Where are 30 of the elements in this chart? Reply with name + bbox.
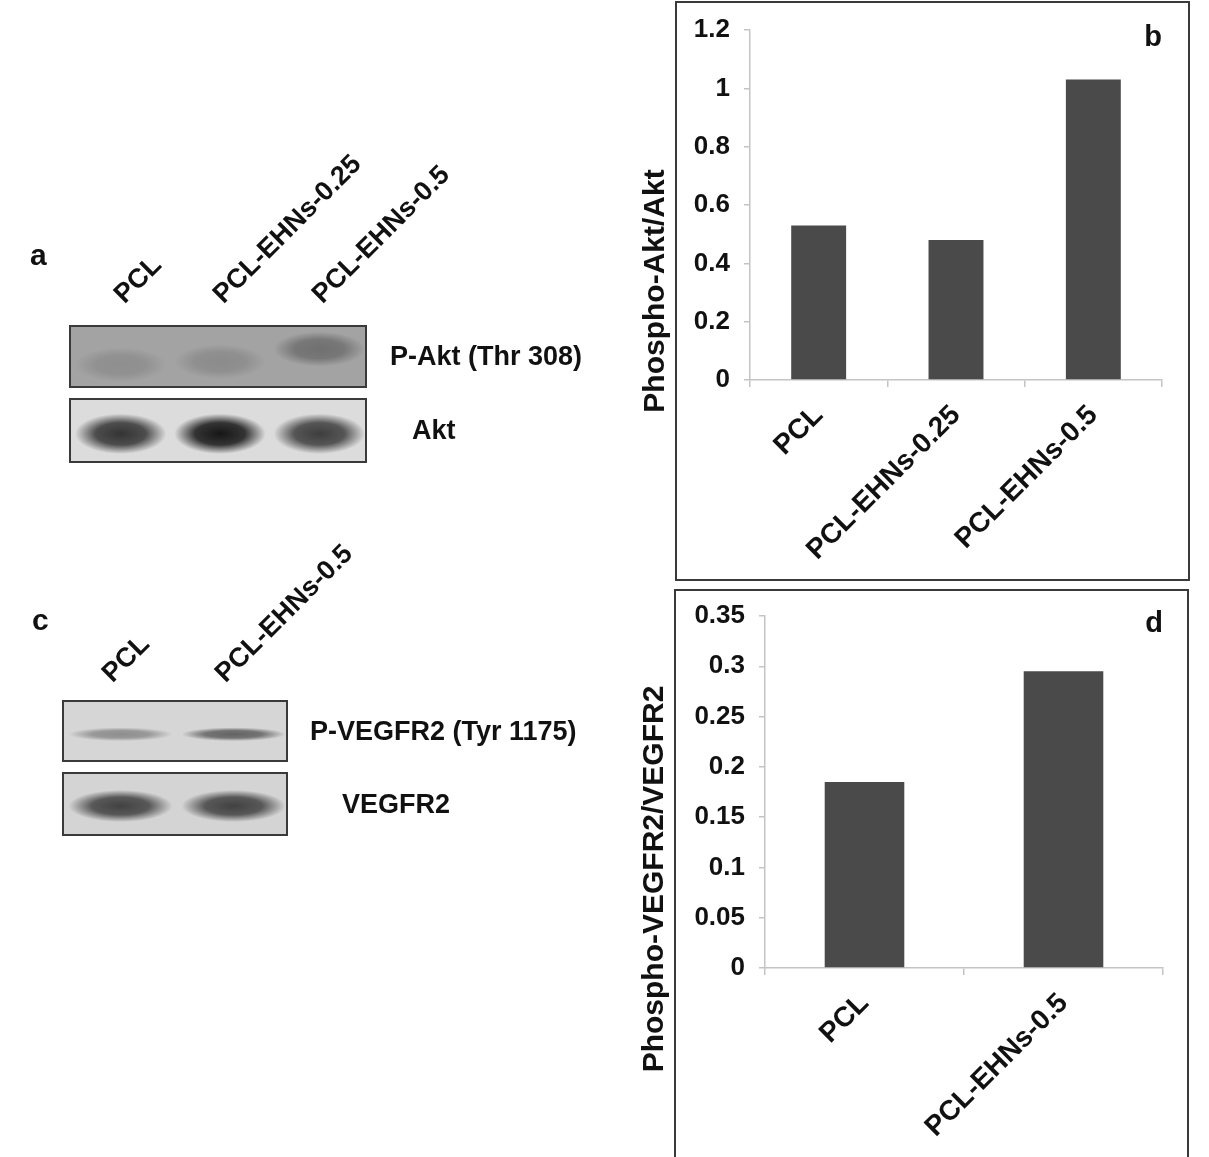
y-tick-label: 0.4 [693,246,731,277]
y-tick-label: 1 [715,71,730,102]
y-tick-label: 1.2 [693,13,730,44]
text: a [30,237,47,271]
bar [1065,79,1121,380]
y-tick-label: 0.3 [708,649,745,680]
y-tick-label: 0.05 [694,900,745,931]
category-label: PCL [94,628,155,688]
y-tick-label: 0 [730,951,745,982]
category-label: PCL [107,249,167,309]
bar [928,240,984,380]
y-axis-title: Phospho-Akt/Akt [637,169,671,413]
chart-title: d [1145,606,1163,638]
chart-title: b [1144,20,1162,52]
y-tick-label: 0.35 [694,599,745,630]
text: VEGFR2 [342,788,451,819]
y-tick-label: 0.1 [708,850,745,881]
y-tick-label: 0.8 [693,129,730,160]
y-tick-label: 0.25 [694,699,745,730]
text: P-Akt (Thr 308) [390,341,583,371]
y-tick-label: 0 [715,363,730,394]
text: c [32,602,49,636]
y-tick-label: 0.6 [693,188,730,219]
bar [791,225,847,380]
y-tick-label: 0.15 [694,800,745,831]
y-axis-title: Phospho-VEGFR2/VEGFR2 [636,685,670,1073]
y-tick-label: 0.2 [693,304,730,335]
text: Akt [412,415,456,445]
y-tick-label: 0.2 [708,750,745,781]
text: P-VEGFR2 (Tyr 1175) [310,715,577,746]
